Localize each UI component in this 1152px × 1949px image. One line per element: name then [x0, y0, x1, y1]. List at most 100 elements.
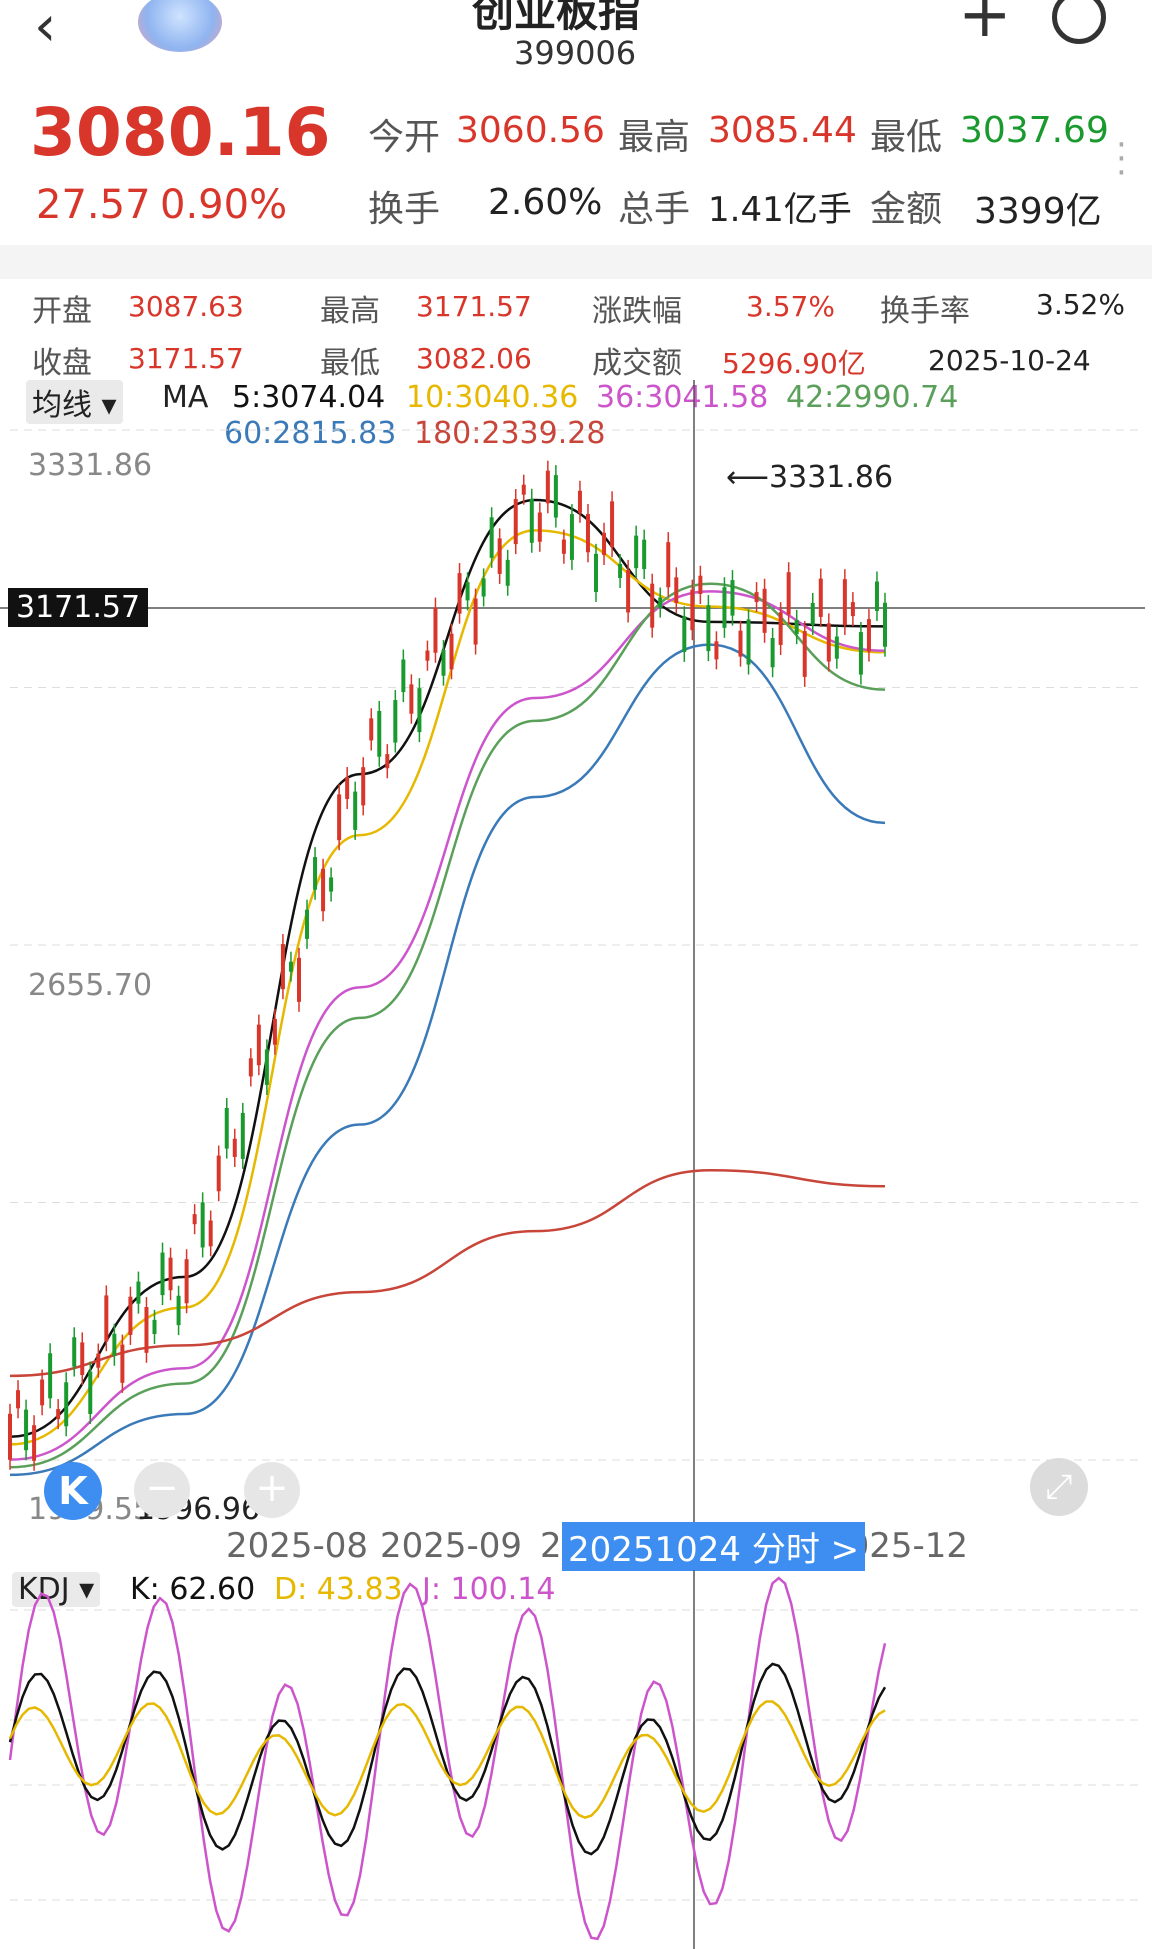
ma-line-36 — [9, 590, 886, 1461]
cursor-price-badge: 3171.57 — [8, 588, 149, 627]
candle-body — [168, 1257, 173, 1291]
day-chg-value: 3.57% — [746, 290, 835, 323]
candle-body — [112, 1333, 117, 1356]
candle-body — [449, 633, 454, 670]
candle-body — [569, 514, 574, 560]
candle-body — [698, 575, 703, 594]
candle-body — [594, 553, 599, 593]
zoom-in-icon[interactable]: + — [244, 1462, 300, 1518]
candle-body — [248, 1058, 253, 1077]
ma-label: MA — [162, 380, 209, 415]
candle-body — [152, 1319, 157, 1334]
candle-body — [417, 688, 422, 733]
kdj-j-line — [8, 1576, 887, 1941]
candle-body — [441, 649, 446, 676]
candle-body — [778, 612, 783, 645]
candle-body — [176, 1295, 181, 1326]
day-low-value: 3082.06 — [416, 342, 532, 375]
candlestick-chart[interactable] — [0, 380, 1152, 1530]
candle-body — [850, 602, 855, 617]
price-change-pct: 0.90% — [160, 182, 288, 228]
ma42-value: 42:2990.74 — [786, 380, 959, 415]
candle-body — [754, 592, 759, 603]
open-value: 3060.56 — [456, 110, 605, 151]
search-icon[interactable] — [1052, 0, 1106, 44]
candle-body — [280, 944, 285, 990]
kdj-chart[interactable] — [0, 1570, 1152, 1949]
candle-body — [272, 1018, 277, 1045]
kdj-d-line — [8, 1700, 886, 1819]
ma5-value: 5:3074.04 — [232, 380, 386, 415]
candle-body — [537, 512, 542, 542]
candle-body — [256, 1024, 261, 1066]
candle-body — [216, 1155, 221, 1192]
candle-body — [361, 767, 366, 806]
turnover-label: 换手 — [368, 189, 441, 230]
intraday-link[interactable]: 20251024 分时 > — [562, 1522, 866, 1571]
max-price-marker: ⟵3331.86 — [726, 460, 893, 495]
candle-body — [730, 580, 735, 616]
candle-body — [80, 1342, 85, 1375]
candle-body — [393, 700, 398, 743]
kdj-k-value: K: 62.60 — [130, 1572, 256, 1607]
candle-body — [457, 573, 462, 614]
candle-body — [337, 794, 342, 841]
low-value: 3037.69 — [960, 110, 1109, 151]
fullscreen-icon[interactable]: ⤢ — [1030, 1458, 1088, 1516]
ma-selector-label: 均线 — [32, 388, 92, 423]
ma-line-42 — [9, 582, 886, 1469]
candle-body — [602, 532, 607, 555]
back-icon[interactable]: ‹ — [34, 0, 57, 59]
day-open-label: 开盘 — [32, 294, 92, 329]
candle-body — [88, 1371, 93, 1414]
candle-body — [714, 641, 719, 660]
candle-body — [682, 616, 687, 652]
candle-body — [842, 579, 847, 625]
avatar[interactable] — [138, 0, 222, 52]
candle-body — [722, 587, 727, 628]
kdj-selector[interactable]: KDJ ▾ — [12, 1572, 101, 1607]
candle-body — [369, 718, 374, 741]
candle-body — [208, 1220, 213, 1247]
candle-body — [497, 538, 502, 574]
y-axis-top-label: 3331.86 — [28, 448, 153, 483]
candle-body — [650, 583, 655, 628]
day-amount-value: 5296.90亿 — [722, 347, 866, 380]
candle-body — [24, 1409, 29, 1451]
low-label: 最低 — [870, 117, 943, 158]
ma-selector[interactable]: 均线 ▾ — [26, 380, 123, 424]
candle-body — [561, 539, 566, 554]
day-date: 2025-10-24 — [928, 344, 1091, 377]
candle-body — [264, 1049, 269, 1085]
candle-body — [200, 1202, 205, 1248]
candle-body — [553, 475, 558, 518]
zoom-out-icon[interactable]: − — [134, 1462, 190, 1518]
candle-body — [305, 909, 310, 939]
candle-body — [64, 1382, 69, 1427]
high-value: 3085.44 — [708, 110, 857, 151]
candle-body — [377, 710, 382, 757]
kdj-j-value: J: 100.14 — [422, 1572, 556, 1607]
candle-body — [883, 602, 887, 647]
candle-body — [56, 1409, 61, 1420]
plus-icon[interactable]: + — [958, 0, 1012, 52]
x-axis-label: 2 — [540, 1526, 562, 1566]
day-turnover-label: 换手率 — [880, 294, 970, 329]
kline-icon[interactable]: K — [44, 1462, 102, 1520]
ma60-value: 60:2815.83 — [224, 416, 397, 451]
ma10-value: 10:3040.36 — [406, 380, 579, 415]
stock-code: 399006 — [514, 34, 637, 72]
amount-label: 金额 — [870, 189, 943, 230]
candle-body — [866, 619, 871, 652]
day-close-label: 收盘 — [32, 346, 92, 381]
candle-body — [658, 597, 663, 608]
y-axis-mid-label: 2655.70 — [28, 968, 153, 1003]
candle-body — [288, 961, 293, 972]
candle-body — [634, 535, 639, 569]
high-label: 最高 — [618, 117, 691, 158]
candle-body — [40, 1379, 45, 1406]
candle-body — [818, 578, 823, 617]
candle-body — [513, 499, 518, 545]
candle-body — [144, 1307, 149, 1353]
more-icon[interactable]: · · · — [1116, 125, 1127, 193]
